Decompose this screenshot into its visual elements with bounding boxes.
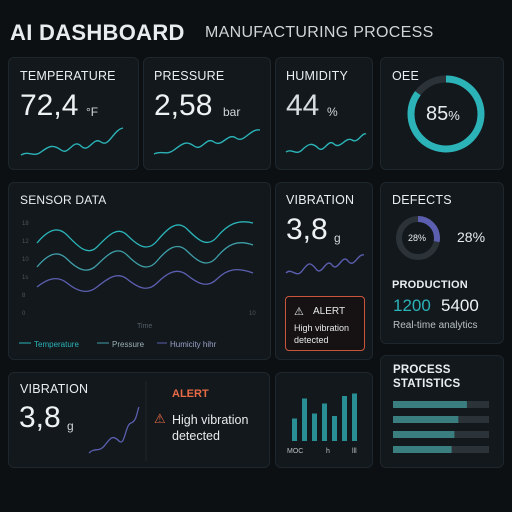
- defects-card[interactable]: DEFECTS 28% 28% PRODUCTION 1200 5400 Rea…: [380, 182, 504, 344]
- vibration-label: VIBRATION: [286, 193, 355, 207]
- bar: [352, 393, 357, 441]
- vibration-sparkline: [285, 254, 365, 275]
- sensor-ytick: 18: [22, 221, 29, 227]
- process-bar-fill: [393, 431, 455, 438]
- alert-message-line1: High vibration: [294, 323, 350, 333]
- dashboard-title: AI DASHBOARD: [10, 20, 185, 45]
- sensor-xtick: 0: [22, 311, 26, 317]
- production-value-1: 1200: [393, 296, 431, 315]
- sensor-ytick: 1s: [22, 275, 29, 281]
- oee-unit: %: [448, 108, 460, 123]
- pressure-card[interactable]: PRESSURE 2,58 bar: [143, 57, 271, 170]
- defects-ring-arc: [396, 216, 440, 260]
- vibration-bottom-card[interactable]: VIBRATION 3,8 g ALERT ⚠ High vibration d…: [8, 372, 270, 468]
- humidity-sparkline: [285, 133, 367, 153]
- sensor-chart: [19, 221, 254, 344]
- bar-label-2: h: [326, 448, 330, 455]
- warning-bottom-icon: ⚠: [154, 411, 166, 426]
- humidity-unit: %: [327, 105, 338, 119]
- process-bar-fill: [393, 401, 467, 408]
- process-bars: [393, 401, 489, 453]
- bar-chart: [292, 393, 357, 441]
- production-caption: Real-time analytics: [393, 320, 478, 331]
- temperature-card[interactable]: TEMPERATURE 72,4 °F: [8, 57, 139, 170]
- sensor-ytick: 10: [22, 257, 29, 263]
- alert-box[interactable]: ⚠ ALERT High vibration detected: [285, 296, 365, 351]
- process-title-line1: PROCESS: [393, 364, 451, 376]
- bar: [292, 418, 297, 441]
- bar-label-1: MOC: [287, 448, 304, 455]
- defects-ring: [396, 216, 440, 260]
- oee-label: OEE: [392, 69, 419, 83]
- oee-value: 85%: [426, 103, 460, 126]
- oee-card[interactable]: OEE 85%: [380, 57, 504, 170]
- pressure-unit: bar: [223, 105, 241, 119]
- vibration-bottom-label: VIBRATION: [20, 382, 89, 396]
- oee-number: 85: [426, 103, 449, 125]
- alert-title: ALERT: [313, 306, 346, 317]
- temperature-value: 72,4: [20, 89, 79, 122]
- bar: [332, 416, 337, 441]
- alert-bottom-title: ALERT: [172, 388, 209, 400]
- legend-temperature: Temperature: [34, 340, 79, 349]
- pressure-value: 2,58: [154, 89, 213, 122]
- oee-ring: [407, 75, 485, 153]
- defects-ring-value: 28%: [408, 233, 427, 243]
- bar-label-3: lll: [352, 448, 357, 455]
- temperature-label: TEMPERATURE: [20, 69, 116, 83]
- pressure-sparkline: [153, 129, 261, 155]
- vibration-bottom-sparkline: [88, 381, 147, 461]
- defects-value: 28%: [457, 229, 486, 245]
- vibration-bottom-unit: g: [67, 419, 74, 433]
- legend-humidity: Humicity hihr: [170, 340, 217, 349]
- bar-chart-card[interactable]: MOC h lll: [275, 372, 373, 468]
- process-bar-fill: [393, 416, 459, 423]
- warning-icon: ⚠: [294, 306, 304, 318]
- sensor-ytick: 8: [22, 293, 26, 299]
- temperature-sparkline: [20, 127, 124, 156]
- temperature-unit: °F: [86, 105, 99, 119]
- process-statistics-card[interactable]: PROCESS STATISTICS: [380, 355, 504, 468]
- humidity-value: 44: [286, 89, 320, 122]
- vibration-value: 3,8: [286, 213, 328, 246]
- humidity-card[interactable]: HUMIDITY 44 %: [275, 57, 373, 170]
- bar: [312, 413, 317, 441]
- humidity-label: HUMIDITY: [286, 69, 349, 83]
- production-label: PRODUCTION: [392, 279, 468, 291]
- sensor-data-title: SENSOR DATA: [20, 193, 107, 207]
- process-title-line2: STATISTICS: [393, 378, 461, 390]
- dashboard-subtitle: MANUFACTURING PROCESS: [205, 24, 434, 41]
- oee-ring-arc: [407, 75, 485, 153]
- legend-pressure: Pressure: [112, 340, 145, 349]
- sensor-data-card[interactable]: SENSOR DATA 18 12 10 1s 8 0 10 Time Temp…: [8, 182, 271, 360]
- bar: [302, 398, 307, 441]
- alert-bottom-line1: High vibration: [172, 413, 249, 427]
- defects-label: DEFECTS: [392, 193, 452, 207]
- alert-message-line2: detected: [294, 335, 329, 345]
- sensor-xlabel: Time: [137, 323, 153, 330]
- production-value-2: 5400: [441, 296, 479, 315]
- sensor-ytick: 12: [22, 239, 29, 245]
- pressure-label: PRESSURE: [154, 69, 225, 83]
- bar: [322, 403, 327, 441]
- vibration-bottom-value: 3,8: [19, 401, 61, 434]
- sensor-xtick: 10: [249, 311, 256, 317]
- vibration-card[interactable]: VIBRATION 3,8 g ⚠ ALERT High vibration d…: [275, 182, 373, 360]
- alert-bottom-line2: detected: [172, 429, 220, 443]
- process-bar-fill: [393, 446, 452, 453]
- bar: [342, 396, 347, 441]
- vibration-unit: g: [334, 231, 341, 245]
